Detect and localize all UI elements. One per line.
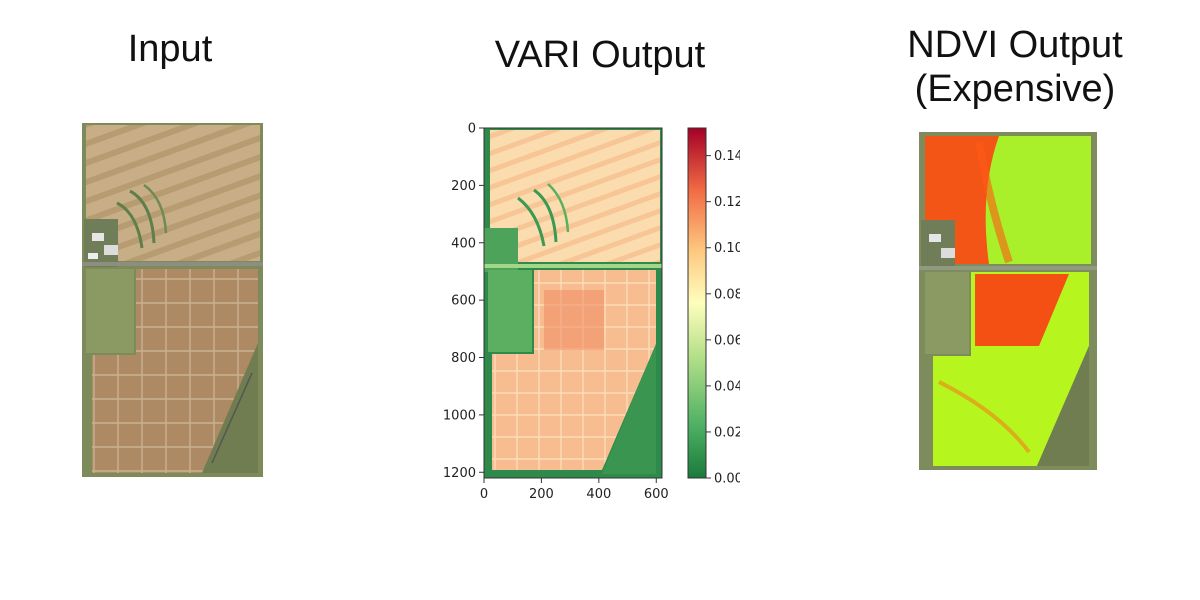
input-aerial-svg [82, 123, 263, 477]
vari-heatmap-chart: 0 200 400 600 0 200 400 600 800 1000 1200 0.00 0.0… [440, 118, 740, 510]
x-tick-label: 200 [529, 487, 554, 502]
colorbar-tick-label: 0.06 [714, 333, 740, 348]
colorbar-tick-label: 0.08 [714, 287, 740, 302]
ndvi-title-line1: NDVI Output [907, 24, 1123, 66]
vari-heatmap-image [484, 128, 662, 478]
ndvi-title-line2: (Expensive) [914, 67, 1116, 110]
vari-x-axis: 0 200 400 600 [480, 478, 669, 502]
x-tick-label: 0 [480, 487, 488, 502]
ndvi-output-svg [919, 132, 1097, 470]
colorbar-tick-label: 0.04 [714, 379, 740, 394]
ndvi-output-image [919, 132, 1097, 470]
input-aerial-image [82, 123, 263, 477]
x-tick-label: 600 [644, 487, 669, 502]
y-tick-label: 1200 [443, 466, 476, 481]
vari-y-axis: 0 200 400 600 800 1000 1200 [443, 122, 484, 481]
input-title: Input [127, 28, 213, 70]
y-tick-label: 600 [451, 294, 476, 309]
y-tick-label: 800 [451, 351, 476, 366]
y-tick-label: 400 [451, 236, 476, 251]
vari-output-title: VARI Output [494, 34, 706, 76]
y-tick-label: 200 [451, 179, 476, 194]
x-tick-label: 400 [586, 487, 611, 502]
colorbar-tick-label: 0.00 [714, 472, 740, 487]
colorbar-tick-label: 0.10 [714, 241, 740, 256]
colorbar-tick-label: 0.14 [714, 149, 740, 164]
y-tick-label: 0 [468, 122, 476, 137]
vari-colorbar [687, 127, 707, 479]
y-tick-label: 1000 [443, 408, 476, 423]
vari-colorbar-ticks: 0.00 0.02 0.04 0.06 0.08 0.10 0.12 0.14 [706, 149, 740, 487]
vari-axes-frame [483, 127, 663, 479]
ndvi-output-title: NDVI Output (Expensive) [880, 24, 1150, 111]
colorbar-tick-label: 0.12 [714, 195, 740, 210]
colorbar-tick-label: 0.02 [714, 425, 740, 440]
